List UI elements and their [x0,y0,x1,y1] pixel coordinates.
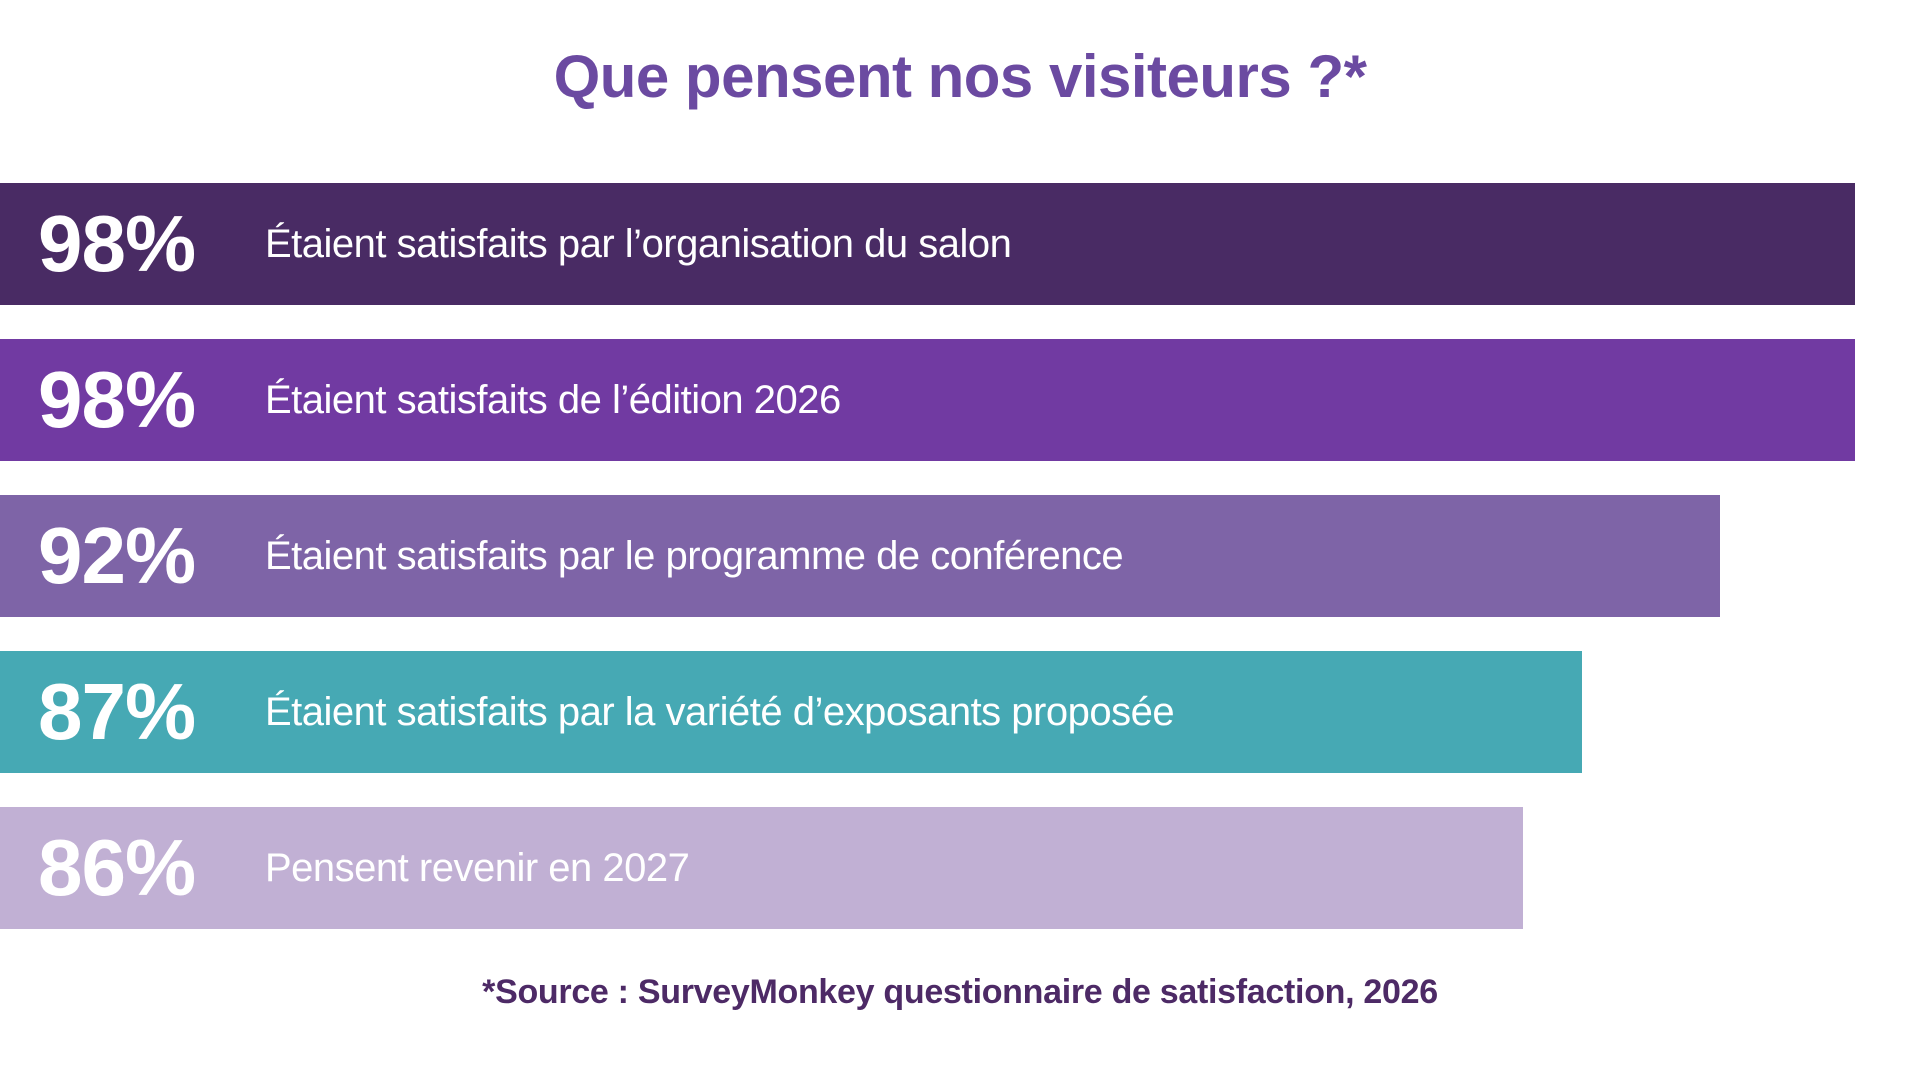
bar-row-organisation: 98% Étaient satisfaits par l’organisatio… [0,183,1855,305]
bar-percent: 98% [38,199,196,288]
source-note: *Source : SurveyMonkey questionnaire de … [482,973,1438,1011]
bar-chart: 98% Étaient satisfaits par l’organisatio… [0,183,1920,929]
bar-percent: 86% [38,823,196,912]
bar-label: Étaient satisfaits par la variété d’expo… [265,689,1175,734]
chart-title: Que pensent nos visiteurs ?* [553,43,1367,110]
bar-label: Pensent revenir en 2027 [265,845,690,890]
bar-row-programme: 92% Étaient satisfaits par le programme … [0,495,1721,617]
bar-row-exposants: 87% Étaient satisfaits par la variété d’… [0,651,1583,773]
bar-label: Étaient satisfaits par l’organisation du… [265,221,1012,266]
bar-percent: 87% [38,667,196,756]
bar-label: Étaient satisfaits par le programme de c… [265,533,1124,578]
bar-label: Étaient satisfaits de l’édition 2026 [265,377,841,422]
bar-row-edition: 98% Étaient satisfaits de l’édition 2026 [0,339,1855,461]
bar-percent: 92% [38,511,196,600]
bar-row-revenir: 86% Pensent revenir en 2027 [0,807,1523,929]
bar-percent: 98% [38,355,196,444]
